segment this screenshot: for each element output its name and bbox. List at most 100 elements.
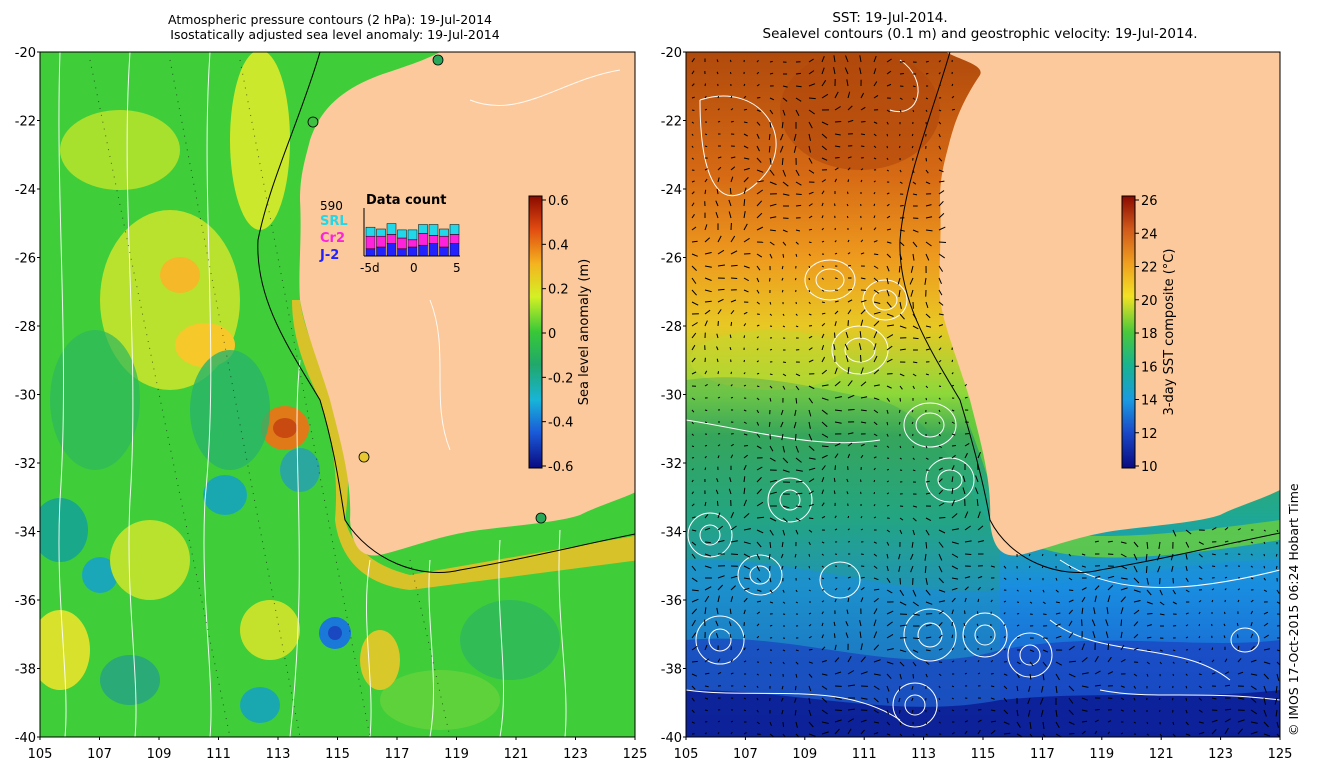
velocity-arrow: [846, 215, 849, 219]
velocity-arrow: [691, 685, 696, 690]
right-lat-tick-label: -26: [661, 252, 682, 267]
velocity-arrow: [795, 661, 799, 665]
pressure-contours: [58, 52, 621, 737]
velocity-arrow: [886, 241, 892, 244]
velocity-arrow: [847, 728, 852, 735]
velocity-arrow: [717, 595, 720, 603]
velocity-arrow: [756, 611, 761, 615]
velocity-arrow: [821, 265, 824, 268]
velocity-arrow: [847, 670, 855, 675]
velocity-arrow: [756, 60, 759, 63]
velocity-arrow: [1055, 589, 1059, 593]
velocity-arrow: [821, 312, 826, 315]
velocity-arrow: [886, 133, 889, 137]
velocity-arrow: [873, 94, 879, 99]
velocity-arrow: [1107, 720, 1112, 723]
velocity-arrow: [743, 409, 747, 412]
velocity-arrow: [847, 265, 851, 267]
velocity-arrow: [834, 588, 838, 591]
velocity-arrow: [912, 181, 917, 185]
velocity-arrow: [1068, 565, 1072, 569]
velocity-arrow: [1157, 565, 1161, 573]
land-australia-right: [939, 52, 1280, 556]
velocity-arrow: [938, 397, 941, 400]
velocity-arrow: [873, 320, 880, 327]
velocity-arrow: [1055, 612, 1061, 615]
velocity-arrow: [1263, 529, 1266, 532]
left-lat-tick-label: -30: [15, 389, 36, 404]
velocity-arrow: [860, 396, 868, 399]
velocity-arrow: [782, 169, 787, 177]
velocity-arrow: [873, 157, 877, 160]
velocity-arrow: [1146, 661, 1150, 665]
velocity-arrow: [873, 608, 878, 615]
velocity-arrow: [743, 660, 747, 663]
velocity-arrow: [860, 92, 865, 99]
velocity-arrow: [691, 479, 694, 483]
velocity-arrow: [1224, 708, 1232, 711]
velocity-arrow: [756, 600, 762, 603]
velocity-arrow: [691, 83, 695, 87]
velocity-arrow: [730, 454, 734, 459]
velocity-arrow: [743, 199, 746, 207]
velocity-arrow: [808, 313, 812, 316]
velocity-arrow: [743, 265, 750, 269]
velocity-arrow: [859, 619, 862, 627]
velocity-arrow: [756, 265, 761, 271]
velocity-arrow: [821, 369, 828, 375]
velocity-arrow: [794, 409, 797, 417]
velocity-arrow: [873, 491, 876, 495]
velocity-arrow: [743, 732, 747, 735]
velocity-arrow: [886, 565, 889, 572]
velocity-arrow: [1198, 565, 1203, 569]
velocity-arrow: [717, 177, 720, 183]
velocity-arrow: [873, 577, 879, 581]
left-lat-tick-label: -26: [15, 252, 36, 267]
velocity-arrow: [847, 367, 850, 375]
velocity-arrow: [951, 108, 956, 111]
velocity-arrow: [1172, 721, 1175, 726]
velocity-arrow: [847, 309, 852, 315]
velocity-arrow: [834, 367, 838, 375]
velocity-arrow: [1068, 733, 1075, 735]
velocity-arrow: [795, 469, 803, 472]
velocity-arrow: [925, 253, 930, 261]
velocity-arrow: [834, 515, 837, 519]
velocity-arrow: [1120, 577, 1128, 580]
velocity-arrow: [1276, 733, 1280, 737]
left-lon-tick-label: 117: [385, 747, 410, 762]
velocity-arrow: [756, 226, 764, 231]
velocity-arrow: [834, 443, 841, 447]
velocity-arrow: [873, 215, 876, 219]
velocity-arrow: [691, 58, 695, 63]
velocity-arrow: [808, 169, 815, 174]
velocity-arrow: [990, 647, 993, 651]
velocity-arrow: [781, 709, 784, 715]
velocity-arrow: [847, 119, 854, 123]
velocity-arrow: [691, 721, 695, 724]
velocity-arrow: [795, 253, 798, 257]
velocity-arrow: [1211, 553, 1216, 556]
velocity-arrow: [704, 224, 708, 231]
velocity-arrow: [897, 277, 901, 285]
sst-colorbar-tick-label: 18: [1141, 327, 1158, 342]
velocity-arrow: [1146, 649, 1151, 652]
velocity-arrow: [1263, 622, 1269, 627]
velocity-arrow: [873, 541, 877, 544]
sst-colorbar: 26 24 22 20 18 16 14 12 10 3-day SST composite (…: [1121, 194, 1177, 475]
right-lat-tick-label: -38: [661, 663, 682, 678]
velocity-arrow: [1133, 577, 1140, 584]
velocity-arrow: [886, 169, 889, 172]
velocity-arrow: [1146, 733, 1150, 736]
velocity-arrow: [938, 145, 942, 150]
velocity-arrow: [808, 301, 811, 305]
velocity-arrow: [925, 445, 928, 449]
velocity-arrow: [691, 491, 694, 495]
velocity-arrow: [691, 157, 695, 160]
velocity-arrow: [834, 719, 842, 723]
velocity-arrow: [795, 397, 798, 404]
velocity-arrow: [730, 720, 734, 723]
velocity-arrow: [808, 253, 811, 257]
velocity-arrow: [909, 277, 914, 285]
velocity-arrow: [1185, 733, 1191, 736]
